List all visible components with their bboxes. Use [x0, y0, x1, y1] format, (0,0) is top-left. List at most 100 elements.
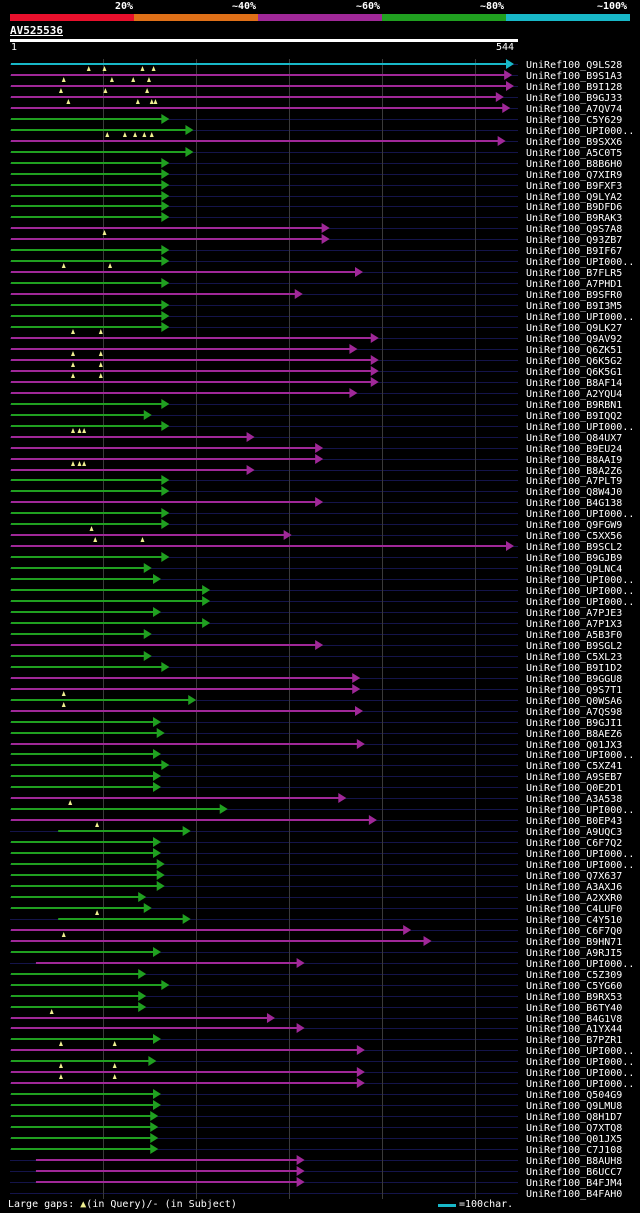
hit-label[interactable]: UniRef100_Q93ZB7	[526, 235, 622, 246]
hit-label[interactable]: UniRef100_B9RX53	[526, 992, 622, 1003]
hit-label[interactable]: UniRef100_Q9AV92	[526, 334, 622, 345]
hit-label[interactable]: UniRef100_C7J108	[526, 1145, 622, 1156]
hit-label[interactable]: UniRef100_B9IQQ2	[526, 411, 622, 422]
hit-label[interactable]: UniRef100_B9I3M5	[526, 301, 622, 312]
hit-label[interactable]: UniRef100_B8B6H0	[526, 159, 622, 170]
hit-label[interactable]: UniRef100_B4G1V8	[526, 1014, 622, 1025]
hit-label[interactable]: UniRef100_UPI000..	[526, 959, 634, 970]
hit-label[interactable]: UniRef100_A3AXJ6	[526, 882, 622, 893]
hit-label[interactable]: UniRef100_A7PLT9	[526, 476, 622, 487]
hit-label[interactable]: UniRef100_B9GJI1	[526, 718, 622, 729]
hit-label[interactable]: UniRef100_A7QS98	[526, 707, 622, 718]
hit-label[interactable]: UniRef100_B9S1A3	[526, 71, 622, 82]
hit-label[interactable]: UniRef100_B9EU24	[526, 444, 622, 455]
hit-label[interactable]: UniRef100_Q6K5G2	[526, 356, 622, 367]
hit-label[interactable]: UniRef100_B0EP43	[526, 816, 622, 827]
hit-label[interactable]: UniRef100_A9RJI5	[526, 948, 622, 959]
hit-label[interactable]: UniRef100_B9I1D2	[526, 663, 622, 674]
hit-label[interactable]: UniRef100_B4FJM4	[526, 1178, 622, 1189]
hit-label[interactable]: UniRef100_Q504G9	[526, 1090, 622, 1101]
hit-label[interactable]: UniRef100_A7P1X3	[526, 619, 622, 630]
hit-label[interactable]: UniRef100_UPI000..	[526, 257, 634, 268]
hit-label[interactable]: UniRef100_UPI000..	[526, 575, 634, 586]
hit-label[interactable]: UniRef100_UPI000..	[526, 1057, 634, 1068]
hit-label[interactable]: UniRef100_B6UCC7	[526, 1167, 622, 1178]
hit-label[interactable]: UniRef100_Q9LS28	[526, 60, 622, 71]
hit-label[interactable]: UniRef100_B9DFD6	[526, 202, 622, 213]
hit-label[interactable]: UniRef100_Q01JX3	[526, 740, 622, 751]
hit-label[interactable]: UniRef100_B9FXF3	[526, 181, 622, 192]
hit-label[interactable]: UniRef100_A7QV74	[526, 104, 622, 115]
hit-label[interactable]: UniRef100_Q01JX5	[526, 1134, 622, 1145]
hit-label[interactable]: UniRef100_B9SCL2	[526, 542, 622, 553]
hit-label[interactable]: UniRef100_A9UQC3	[526, 827, 622, 838]
hit-label[interactable]: UniRef100_B4G138	[526, 498, 622, 509]
hit-label[interactable]: UniRef100_UPI000..	[526, 586, 634, 597]
hit-label[interactable]: UniRef100_UPI000..	[526, 312, 634, 323]
hit-label[interactable]: UniRef100_B8AAI9	[526, 455, 622, 466]
hit-label[interactable]: UniRef100_B9RBN1	[526, 400, 622, 411]
hit-label[interactable]: UniRef100_C6F7Q2	[526, 838, 622, 849]
hit-label[interactable]: UniRef100_Q8H1D7	[526, 1112, 622, 1123]
hit-label[interactable]: UniRef100_Q8W4J0	[526, 487, 622, 498]
hit-label[interactable]: UniRef100_B4FAH0	[526, 1189, 622, 1200]
hit-label[interactable]: UniRef100_B7FLR5	[526, 268, 622, 279]
hit-label[interactable]: UniRef100_Q9LMU8	[526, 1101, 622, 1112]
hit-label[interactable]: UniRef100_UPI000..	[526, 1046, 634, 1057]
hit-label[interactable]: UniRef100_A1YX44	[526, 1024, 622, 1035]
hit-label[interactable]: UniRef100_Q7X637	[526, 871, 622, 882]
hit-label[interactable]: UniRef100_B9RAK3	[526, 213, 622, 224]
hit-label[interactable]: UniRef100_Q84UX7	[526, 433, 622, 444]
hit-label[interactable]: UniRef100_UPI000..	[526, 805, 634, 816]
hit-label[interactable]: UniRef100_A7PJE3	[526, 608, 622, 619]
hit-label[interactable]: UniRef100_UPI000..	[526, 849, 634, 860]
hit-label[interactable]: UniRef100_B9IF67	[526, 246, 622, 257]
hit-label[interactable]: UniRef100_Q9FGW9	[526, 520, 622, 531]
hit-label[interactable]: UniRef100_B8AF14	[526, 378, 622, 389]
hit-label[interactable]: UniRef100_C6F7Q0	[526, 926, 622, 937]
hit-label[interactable]: UniRef100_Q0E2D1	[526, 783, 622, 794]
hit-label[interactable]: UniRef100_B6TY40	[526, 1003, 622, 1014]
hit-label[interactable]: UniRef100_A7PHD1	[526, 279, 622, 290]
hit-label[interactable]: UniRef100_B8AUH8	[526, 1156, 622, 1167]
hit-label[interactable]: UniRef100_B9GJ33	[526, 93, 622, 104]
hit-label[interactable]: UniRef100_C4LUF0	[526, 904, 622, 915]
hit-label[interactable]: UniRef100_A3A538	[526, 794, 622, 805]
hit-label[interactable]: UniRef100_B9HN71	[526, 937, 622, 948]
hit-label[interactable]: UniRef100_B8AEZ6	[526, 729, 622, 740]
hit-label[interactable]: UniRef100_Q9LYA2	[526, 192, 622, 203]
hit-label[interactable]: UniRef100_A2XXR0	[526, 893, 622, 904]
hit-label[interactable]: UniRef100_Q6ZK51	[526, 345, 622, 356]
hit-label[interactable]: UniRef100_Q9LK27	[526, 323, 622, 334]
hit-label[interactable]: UniRef100_UPI000..	[526, 860, 634, 871]
hit-label[interactable]: UniRef100_B9GJB9	[526, 553, 622, 564]
hit-label[interactable]: UniRef100_C5Z309	[526, 970, 622, 981]
hit-label[interactable]: UniRef100_UPI000..	[526, 597, 634, 608]
hit-label[interactable]: UniRef100_B9SGL2	[526, 641, 622, 652]
hit-label[interactable]: UniRef100_B8A2Z6	[526, 466, 622, 477]
hit-label[interactable]: UniRef100_Q7XIR9	[526, 170, 622, 181]
hit-label[interactable]: UniRef100_UPI000..	[526, 1068, 634, 1079]
hit-label[interactable]: UniRef100_C4Y510	[526, 915, 622, 926]
hit-label[interactable]: UniRef100_Q9S7A8	[526, 224, 622, 235]
hit-label[interactable]: UniRef100_B9SXX6	[526, 137, 622, 148]
hit-label[interactable]: UniRef100_Q0WSA6	[526, 696, 622, 707]
hit-label[interactable]: UniRef100_UPI000..	[526, 126, 634, 137]
hit-label[interactable]: UniRef100_Q9S7T1	[526, 685, 622, 696]
hit-label[interactable]: UniRef100_C5YG60	[526, 981, 622, 992]
hit-label[interactable]: UniRef100_C5XZ41	[526, 761, 622, 772]
hit-label[interactable]: UniRef100_Q7XTQ8	[526, 1123, 622, 1134]
hit-label[interactable]: UniRef100_A2YQU4	[526, 389, 622, 400]
hit-label[interactable]: UniRef100_Q9LNC4	[526, 564, 622, 575]
hit-label[interactable]: UniRef100_B9SFR0	[526, 290, 622, 301]
query-id[interactable]: AV525536	[10, 24, 63, 37]
hit-label[interactable]: UniRef100_C5XL23	[526, 652, 622, 663]
hit-label[interactable]: UniRef100_A9SEB7	[526, 772, 622, 783]
hit-label[interactable]: UniRef100_B9GGU8	[526, 674, 622, 685]
hit-label[interactable]: UniRef100_B9I128	[526, 82, 622, 93]
hit-label[interactable]: UniRef100_A5C0T5	[526, 148, 622, 159]
hit-label[interactable]: UniRef100_A5B3F0	[526, 630, 622, 641]
hit-label[interactable]: UniRef100_Q6K5G1	[526, 367, 622, 378]
hit-label[interactable]: UniRef100_UPI000..	[526, 1079, 634, 1090]
hit-label[interactable]: UniRef100_UPI000..	[526, 509, 634, 520]
